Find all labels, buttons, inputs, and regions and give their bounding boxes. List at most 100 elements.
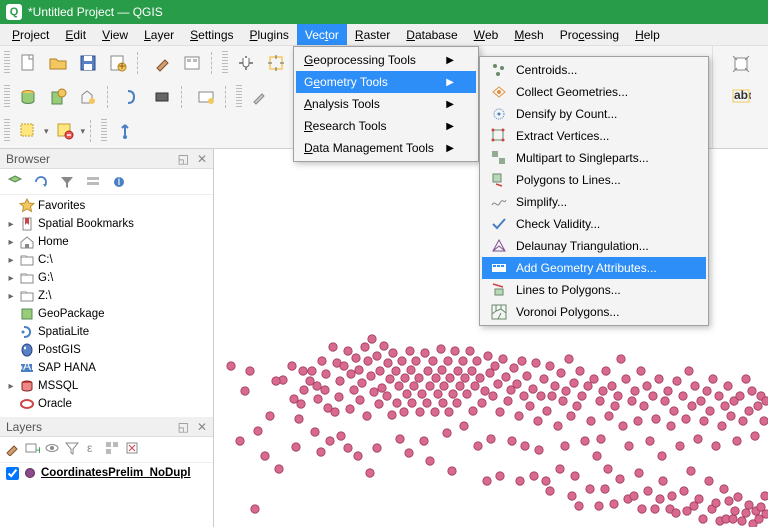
expand-all-icon[interactable] <box>104 440 120 459</box>
new-memory-layer-button[interactable] <box>192 83 220 111</box>
new-shapefile-button[interactable] <box>74 83 102 111</box>
browser-panel-title: Browser ◱✕ <box>0 149 213 169</box>
toolbar-grip[interactable] <box>222 51 228 75</box>
select-button[interactable] <box>14 117 42 145</box>
geometry-simplify[interactable]: Simplify... <box>482 191 706 213</box>
new-virtual-layer-button[interactable] <box>148 83 176 111</box>
menu-mesh[interactable]: Mesh <box>506 24 551 45</box>
new-spatialite-button[interactable] <box>118 83 146 111</box>
browser-item-geopackage[interactable]: GeoPackage <box>0 305 213 323</box>
expression-filter-icon[interactable]: ε <box>84 440 100 459</box>
extract-icon <box>490 127 508 145</box>
menu-vector[interactable]: Vector <box>297 24 347 45</box>
deselect-button[interactable] <box>51 117 79 145</box>
geometry-collect[interactable]: Collect Geometries... <box>482 81 706 103</box>
browser-item-c[interactable]: ▸C:\ <box>0 251 213 269</box>
menu-project[interactable]: Project <box>4 24 57 45</box>
menu-view[interactable]: View <box>94 24 136 45</box>
svg-text:+: + <box>118 59 125 73</box>
style-manager-button[interactable] <box>148 49 176 77</box>
vector-menu-analysis-tools[interactable]: Analysis Tools▶ <box>296 93 476 115</box>
geometry-voronoi[interactable]: Voronoi Polygons... <box>482 301 706 323</box>
browser-item-oracle[interactable]: Oracle <box>0 395 213 413</box>
menu-raster[interactable]: Raster <box>347 24 398 45</box>
geometry-poly2line[interactable]: Polygons to Lines... <box>482 169 706 191</box>
new-project-button[interactable] <box>14 49 42 77</box>
panel-undock-icon[interactable]: ◱ <box>178 420 189 434</box>
add-group-icon[interactable]: + <box>24 440 40 459</box>
panel-undock-icon[interactable]: ◱ <box>178 152 189 166</box>
new-print-layout-button[interactable]: + <box>104 49 132 77</box>
toolbar-grip[interactable] <box>4 119 10 143</box>
vector-menu-research-tools[interactable]: Research Tools▶ <box>296 115 476 137</box>
menu-settings[interactable]: Settings <box>182 24 241 45</box>
geometry-line2poly[interactable]: Lines to Polygons... <box>482 279 706 301</box>
browser-item-spatialbookmarks[interactable]: ▸Spatial Bookmarks <box>0 215 213 233</box>
geometry-extract[interactable]: Extract Vertices... <box>482 125 706 147</box>
filter-legend-icon[interactable] <box>64 440 80 459</box>
geometry-check[interactable]: Check Validity... <box>482 213 706 235</box>
pan-button[interactable] <box>232 49 260 77</box>
qgis-logo-icon: Q <box>6 4 22 20</box>
layer-row[interactable]: CoordinatesPrelim_NoDupl <box>0 463 213 483</box>
hana-icon: SAP <box>19 361 35 375</box>
menu-help[interactable]: Help <box>627 24 668 45</box>
browser-tree[interactable]: Favorites▸Spatial Bookmarks▸Home▸C:\▸G:\… <box>0 195 213 417</box>
multipart-icon <box>490 149 508 167</box>
panel-close-icon[interactable]: ✕ <box>197 420 207 434</box>
toolbar-grip[interactable] <box>236 85 242 109</box>
menu-web[interactable]: Web <box>466 24 507 45</box>
zoom-full-button[interactable] <box>727 50 755 78</box>
collapse-icon[interactable] <box>82 171 104 193</box>
properties-icon[interactable]: i <box>108 171 130 193</box>
geometry-tools-submenu[interactable]: Centroids...Collect Geometries...Densify… <box>479 56 709 326</box>
menu-edit[interactable]: Edit <box>57 24 94 45</box>
title-bar: Q *Untitled Project — QGIS <box>0 0 768 24</box>
menu-layer[interactable]: Layer <box>136 24 182 45</box>
svg-text:i: i <box>118 174 121 188</box>
toggle-editing-button[interactable] <box>246 83 274 111</box>
delaunay-icon <box>490 237 508 255</box>
vector-menu-data-management-tools[interactable]: Data Management Tools▶ <box>296 137 476 159</box>
pan-to-selection-button[interactable] <box>262 49 290 77</box>
layer-visibility-checkbox[interactable] <box>6 467 19 480</box>
geometry-multipart[interactable]: Multipart to Singleparts... <box>482 147 706 169</box>
abc-button[interactable]: abc <box>727 82 755 110</box>
menu-plugins[interactable]: Plugins <box>242 24 297 45</box>
browser-item-saphana[interactable]: SAPSAP HANA <box>0 359 213 377</box>
layout-manager-button[interactable] <box>178 49 206 77</box>
open-data-source-button[interactable] <box>14 83 42 111</box>
refresh-icon[interactable] <box>30 171 52 193</box>
geometry-densify[interactable]: Densify by Count... <box>482 103 706 125</box>
new-geopackage-button[interactable] <box>44 83 72 111</box>
geometry-centroids[interactable]: Centroids... <box>482 59 706 81</box>
add-layer-icon[interactable] <box>4 171 26 193</box>
browser-item-home[interactable]: ▸Home <box>0 233 213 251</box>
toolbar-grip[interactable] <box>101 119 107 143</box>
browser-item-z[interactable]: ▸Z:\ <box>0 287 213 305</box>
open-project-button[interactable] <box>44 49 72 77</box>
save-project-button[interactable] <box>74 49 102 77</box>
layers-list[interactable]: CoordinatesPrelim_NoDupl <box>0 463 213 483</box>
browser-item-mssql[interactable]: ▸MSSQL <box>0 377 213 395</box>
vector-menu-dropdown[interactable]: Geoprocessing Tools▶Geometry Tools▶Analy… <box>293 46 479 162</box>
browser-item-favorites[interactable]: Favorites <box>0 197 213 215</box>
browser-item-spatialite[interactable]: SpatiaLite <box>0 323 213 341</box>
geometry-addgeom[interactable]: Add Geometry Attributes... <box>482 257 706 279</box>
panel-close-icon[interactable]: ✕ <box>197 152 207 166</box>
toolbar-grip[interactable] <box>4 51 10 75</box>
menu-database[interactable]: Database <box>398 24 465 45</box>
remove-layer-icon[interactable] <box>124 440 140 459</box>
visibility-icon[interactable] <box>44 440 60 459</box>
identify-button[interactable] <box>111 117 139 145</box>
vector-menu-geoprocessing-tools[interactable]: Geoprocessing Tools▶ <box>296 49 476 71</box>
layers-panel-title: Layers ◱✕ <box>0 417 213 437</box>
toolbar-grip[interactable] <box>4 85 10 109</box>
geometry-delaunay[interactable]: Delaunay Triangulation... <box>482 235 706 257</box>
filter-icon[interactable] <box>56 171 78 193</box>
browser-item-g[interactable]: ▸G:\ <box>0 269 213 287</box>
browser-item-postgis[interactable]: PostGIS <box>0 341 213 359</box>
vector-menu-geometry-tools[interactable]: Geometry Tools▶ <box>296 71 476 93</box>
layer-style-icon[interactable] <box>4 440 20 459</box>
menu-processing[interactable]: Processing <box>552 24 627 45</box>
